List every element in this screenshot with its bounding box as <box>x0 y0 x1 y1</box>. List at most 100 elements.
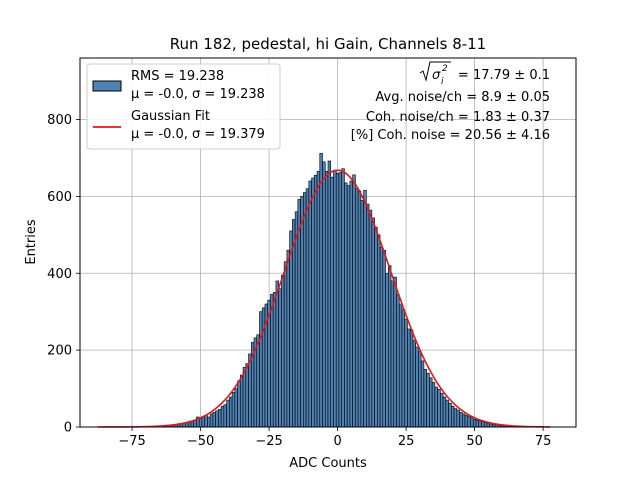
y-axis-label: Entries <box>24 219 39 265</box>
histogram-bar <box>360 199 364 428</box>
histogram-bar <box>289 230 293 428</box>
histogram-bar <box>234 388 238 428</box>
histogram-bar <box>341 168 345 428</box>
histogram-bar <box>322 161 326 428</box>
histogram-bar <box>311 177 315 428</box>
x-axis-label: ADC Counts <box>289 456 367 471</box>
histogram-bar <box>346 185 351 428</box>
histogram-bar <box>275 280 279 428</box>
x-tick-label: 0 <box>333 434 341 449</box>
histogram-bar <box>434 386 438 428</box>
histogram-bar <box>316 171 321 428</box>
histogram-bar <box>292 219 296 428</box>
legend-histogram-swatch <box>92 80 122 92</box>
plot-frame <box>79 57 577 428</box>
histogram-bar <box>229 396 233 428</box>
histogram-bar <box>313 174 318 428</box>
histogram-bar <box>415 346 419 428</box>
histogram-bar <box>409 329 414 428</box>
x-tick-label: −75 <box>118 434 145 449</box>
histogram-bar <box>448 402 452 428</box>
histogram-bar <box>440 392 444 428</box>
histogram-bar <box>412 339 416 428</box>
legend-box <box>86 63 281 150</box>
histogram-bar <box>459 412 463 428</box>
x-tick-label: 50 <box>466 434 483 449</box>
histogram-bar <box>472 419 477 428</box>
histogram-bar <box>467 415 471 428</box>
sigma-symbol: σ 2 i <box>419 61 451 87</box>
histogram-bar <box>231 392 236 428</box>
histogram-bar <box>385 272 389 428</box>
y-axis-ticks: 0 200 400 600 800 <box>47 113 80 436</box>
x-tick-label: 25 <box>398 434 415 449</box>
histogram-bar <box>300 196 304 428</box>
x-tick-label: −50 <box>187 434 214 449</box>
histogram-bar <box>303 192 307 428</box>
histogram-bar <box>204 415 208 428</box>
histogram-bar <box>396 294 400 428</box>
histogram-bar <box>207 416 211 428</box>
histogram-bar <box>278 288 282 428</box>
histogram-bar <box>483 422 488 428</box>
histogram-bar <box>294 211 299 428</box>
histogram-bar <box>401 309 406 428</box>
histogram-bar <box>464 415 469 428</box>
histogram-bar <box>374 226 378 428</box>
histogram-bar <box>209 413 214 428</box>
histogram-bar <box>371 217 375 428</box>
histogram-bar <box>426 372 430 428</box>
histogram-bar <box>404 319 408 428</box>
histogram-bar <box>377 234 381 428</box>
histogram-bar <box>226 399 230 428</box>
histogram-bar <box>475 419 480 428</box>
histogram-bar <box>407 328 411 428</box>
histogram-bar <box>387 265 392 428</box>
histogram-bar <box>344 182 348 428</box>
histogram-bar <box>242 367 247 428</box>
histogram-bar <box>256 334 260 428</box>
y-tick-label: 600 <box>47 190 72 205</box>
histogram-bar <box>461 413 466 428</box>
histogram-bar <box>451 405 455 428</box>
histogram-bar <box>481 421 485 428</box>
histogram-bar <box>363 189 367 428</box>
annotation-avg-noise: Avg. noise/ch = 8.9 ± 0.05 <box>375 90 550 105</box>
histogram-bar <box>272 292 277 428</box>
histogram-bar <box>338 172 343 428</box>
histogram-bar <box>357 190 362 428</box>
svg-text:σ: σ <box>432 68 441 83</box>
histogram-bar <box>456 409 460 428</box>
histogram-bar <box>218 409 222 428</box>
annotation-coh-noise-percent: [%] Coh. noise = 20.56 ± 4.16 <box>351 128 550 143</box>
histogram-bar <box>283 261 288 428</box>
histogram-bar <box>486 422 490 428</box>
histogram-bar <box>220 405 225 428</box>
histogram-bar <box>237 380 241 428</box>
histogram-bar <box>445 399 449 428</box>
histogram-bar <box>442 396 447 428</box>
histogram-bar <box>379 246 384 428</box>
histogram-bar <box>223 404 227 428</box>
histogram-bar <box>240 374 244 428</box>
legend-fit-label: Gaussian Fit <box>131 109 210 124</box>
histogram-bar <box>324 171 329 428</box>
histogram-bars <box>155 153 521 428</box>
histogram-bar <box>420 360 425 428</box>
histogram-bar <box>393 276 397 428</box>
histogram-bar <box>245 363 249 428</box>
histogram-bar <box>330 176 334 428</box>
histogram-bar <box>270 294 274 428</box>
histogram-bar <box>470 417 474 428</box>
histogram-bar <box>259 311 263 428</box>
histogram-bar <box>382 249 386 428</box>
histogram-bar <box>390 280 395 428</box>
annotation-sigma-value: = 17.79 ± 0.1 <box>458 68 550 83</box>
histogram-bar <box>478 420 482 428</box>
histogram-bar <box>335 173 340 428</box>
noise-annotations: σ 2 i = 17.79 ± 0.1 Avg. noise/ch = 8.9 … <box>351 61 550 143</box>
gaussian-fit-curve <box>97 169 550 428</box>
histogram-bar <box>198 418 203 428</box>
